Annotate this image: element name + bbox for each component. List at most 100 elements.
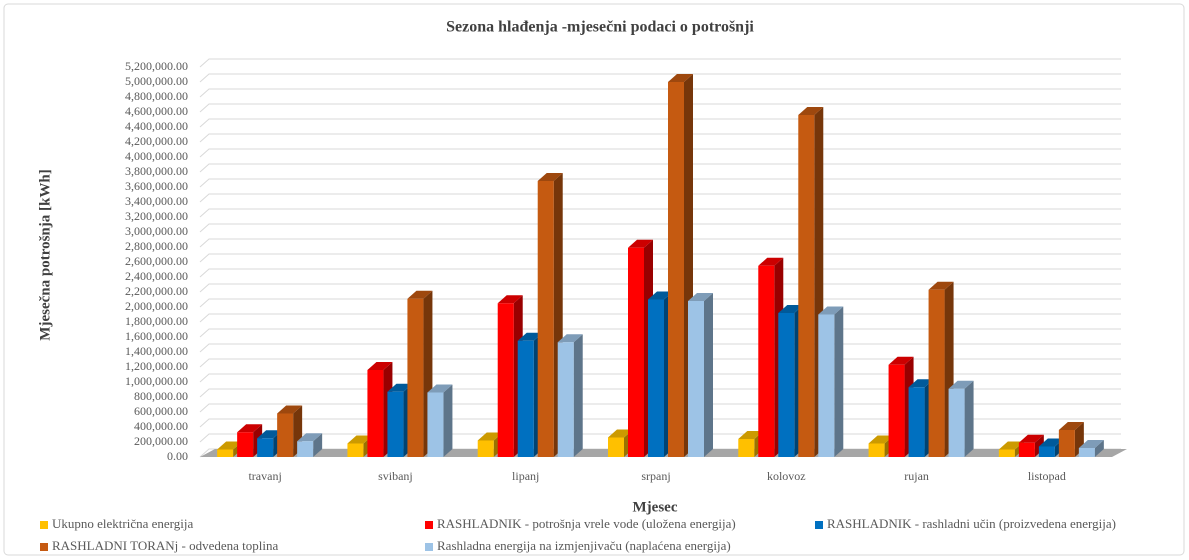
bar-top (738, 431, 764, 439)
bar-front (387, 391, 404, 457)
bar-side (313, 433, 323, 457)
bar-side (704, 293, 713, 457)
y-tick-label: 400,000.00 (134, 419, 188, 433)
y-tick-label: 2,200,000.00 (125, 284, 188, 298)
legend-label: Rashladna energija na izmjenjivaču (napl… (437, 538, 731, 553)
bar-top (537, 173, 563, 181)
y-tick-label: 4,400,000.00 (125, 119, 188, 133)
grid-line (199, 73, 1121, 83)
bar-top (217, 441, 243, 450)
x-tick-label: srpanj (641, 469, 670, 483)
chart-title: Sezona hlađenja -mjesečni podaci o potro… (446, 19, 754, 36)
bar-front (217, 449, 234, 457)
bar-top (628, 239, 653, 248)
y-tick-label: 1,800,000.00 (125, 314, 188, 328)
bar-front (648, 299, 664, 457)
legend-swatch (425, 543, 433, 551)
bar-front (608, 437, 624, 457)
bar-top (297, 433, 323, 442)
y-axis-title: Mjesečna potrošnja [kWh] (37, 169, 53, 340)
y-tick-label: 800,000.00 (134, 389, 188, 403)
bar-side (1034, 434, 1044, 457)
bar-top (427, 384, 453, 393)
bar (1078, 440, 1104, 457)
y-tick-label: 4,600,000.00 (125, 104, 188, 118)
bar-front (347, 443, 364, 457)
x-tick-label: svibanj (378, 469, 413, 483)
y-tick-label: 2,400,000.00 (125, 269, 188, 283)
bar-front (948, 388, 965, 457)
y-tick-label: 4,000,000.00 (125, 149, 188, 163)
bar-top (688, 293, 713, 301)
y-tick-label: 1,200,000.00 (125, 359, 188, 373)
x-tick-label: listopad (1028, 469, 1066, 483)
bar-top (888, 356, 914, 365)
bar-side (573, 334, 583, 457)
bar-front (537, 181, 554, 457)
bar (297, 433, 323, 457)
y-tick-label: 1,600,000.00 (125, 329, 188, 343)
y-tick-label: 2,000,000.00 (125, 299, 188, 313)
bar-top (1018, 434, 1044, 443)
bar-front (798, 115, 815, 457)
bar-front (868, 443, 885, 457)
bar-top (557, 334, 583, 343)
x-tick-label: travanj (248, 469, 281, 483)
bar-front (557, 342, 574, 457)
bar-front (477, 440, 494, 457)
bar-top (1078, 440, 1104, 448)
bar-front (1058, 430, 1075, 457)
legend-label: Ukupno električna energija (52, 516, 193, 531)
bar-front (277, 413, 294, 457)
y-tick-label: 5,000,000.00 (125, 74, 188, 88)
bar-top (818, 306, 844, 315)
legend-swatch (40, 543, 48, 551)
bar (948, 380, 974, 457)
bar-front (818, 314, 835, 457)
bar (818, 306, 844, 457)
bar-front (1078, 448, 1095, 457)
bar-front (257, 438, 274, 457)
bar-side (834, 306, 844, 457)
bar-front (1018, 442, 1035, 457)
legend-swatch (425, 521, 433, 529)
bar-front (928, 289, 945, 457)
bar (277, 405, 303, 457)
bar (688, 293, 713, 457)
y-tick-label: 2,800,000.00 (125, 239, 188, 253)
bar-front (998, 449, 1015, 457)
bar (557, 334, 583, 457)
bar-front (1038, 446, 1055, 457)
bar-top (277, 405, 303, 414)
y-tick-label: 1,400,000.00 (125, 344, 188, 358)
bar-top (998, 441, 1024, 450)
bar-top (477, 432, 503, 441)
y-tick-label: 2,600,000.00 (125, 254, 188, 268)
bar-side (443, 384, 453, 457)
bar-front (367, 370, 384, 457)
bar-top (608, 429, 633, 438)
bar-front (908, 387, 925, 457)
y-tick-label: 5,200,000.00 (125, 59, 188, 73)
y-tick-label: 3,800,000.00 (125, 164, 188, 178)
y-tick-label: 1,000,000.00 (125, 374, 188, 388)
bar-top (497, 295, 523, 304)
bar-top (908, 379, 934, 388)
bar-side (964, 380, 974, 457)
y-tick-label: 4,200,000.00 (125, 134, 188, 148)
bar-top (668, 74, 693, 82)
grid-line (199, 58, 1121, 68)
bar-front (297, 441, 314, 457)
bar-top (758, 257, 784, 266)
bar-front (668, 82, 684, 457)
bar (427, 384, 453, 457)
bar-top (517, 332, 543, 341)
bar (1018, 434, 1044, 457)
bar-top (648, 291, 673, 300)
bar-top (928, 281, 954, 290)
bar-front (237, 432, 254, 457)
y-tick-label: 3,000,000.00 (125, 224, 188, 238)
bar-front (688, 301, 704, 457)
x-axis-title: Mjesec (633, 499, 678, 515)
